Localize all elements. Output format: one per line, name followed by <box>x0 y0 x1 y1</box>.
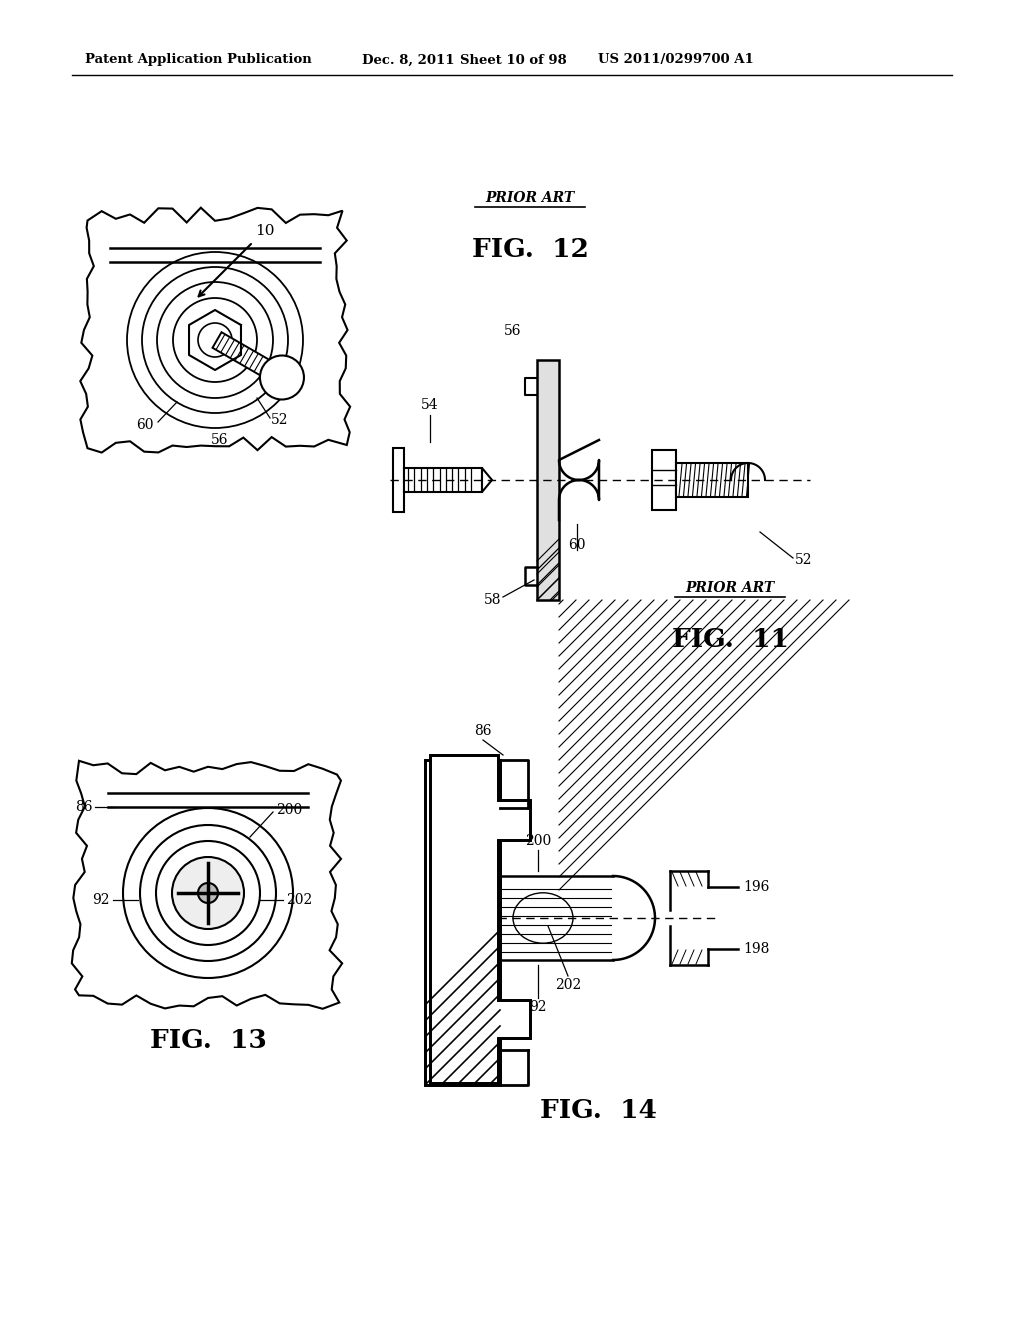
Text: 52: 52 <box>271 413 289 426</box>
Circle shape <box>172 857 244 929</box>
Text: PRIOR ART: PRIOR ART <box>685 581 774 595</box>
Polygon shape <box>72 760 342 1008</box>
Bar <box>404 469 482 492</box>
Text: 202: 202 <box>555 978 582 993</box>
Text: 92: 92 <box>529 1001 547 1014</box>
Bar <box>393 447 404 512</box>
Text: FIG.  13: FIG. 13 <box>150 1028 266 1053</box>
Circle shape <box>198 883 218 903</box>
Polygon shape <box>482 469 492 492</box>
Text: Dec. 8, 2011: Dec. 8, 2011 <box>362 54 455 66</box>
Text: 92: 92 <box>92 894 110 907</box>
Text: FIG.  11: FIG. 11 <box>672 627 788 652</box>
Text: FIG.  12: FIG. 12 <box>472 238 589 261</box>
Text: US 2011/0299700 A1: US 2011/0299700 A1 <box>598 54 754 66</box>
Text: 60: 60 <box>568 539 586 552</box>
Polygon shape <box>430 755 530 1082</box>
Text: 202: 202 <box>286 894 312 907</box>
Bar <box>425 760 500 1085</box>
Text: Patent Application Publication: Patent Application Publication <box>85 54 311 66</box>
Text: 86: 86 <box>76 800 93 814</box>
Polygon shape <box>80 207 350 453</box>
Bar <box>652 450 676 510</box>
Text: FIG.  14: FIG. 14 <box>541 1098 657 1123</box>
Text: Sheet 10 of 98: Sheet 10 of 98 <box>460 54 566 66</box>
Bar <box>425 760 500 1085</box>
Text: 200: 200 <box>276 803 302 817</box>
Polygon shape <box>213 333 269 375</box>
Text: 60: 60 <box>136 418 154 432</box>
Text: 56: 56 <box>211 433 228 447</box>
Bar <box>676 463 748 498</box>
Text: PRIOR ART: PRIOR ART <box>485 191 574 205</box>
Text: 58: 58 <box>484 593 502 607</box>
Text: 52: 52 <box>795 553 812 568</box>
Bar <box>537 360 559 601</box>
Text: 56: 56 <box>504 323 522 338</box>
Text: 86: 86 <box>474 723 492 738</box>
Text: 54: 54 <box>421 399 439 412</box>
Text: 198: 198 <box>743 942 769 956</box>
Text: 10: 10 <box>255 224 274 238</box>
Circle shape <box>260 355 304 400</box>
Text: 196: 196 <box>743 880 769 894</box>
Text: 200: 200 <box>525 834 551 847</box>
